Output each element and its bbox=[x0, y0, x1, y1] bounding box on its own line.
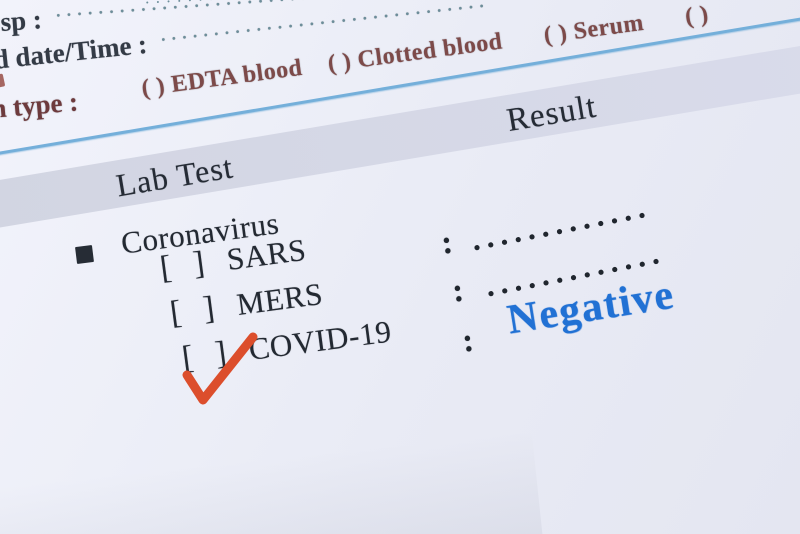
sars-colon: : bbox=[450, 272, 466, 310]
checkmark-stroke bbox=[182, 332, 258, 405]
specimen-type-field-label: n type : bbox=[0, 86, 80, 124]
coronavirus-colon: : bbox=[439, 224, 455, 262]
specimen-option-blank: ( ) bbox=[683, 1, 711, 31]
test-name-mers: MERS bbox=[234, 275, 325, 322]
specimen-option-edta: ( ) EDTA blood bbox=[140, 54, 304, 102]
hosp-field-label: osp : bbox=[0, 4, 43, 38]
specimen-option-serum: ( ) Serum bbox=[542, 9, 646, 49]
specimen-type-field-row: n type : bbox=[0, 86, 79, 124]
paper-shadow bbox=[0, 430, 546, 534]
covid19-colon: : bbox=[460, 322, 476, 360]
sars-checkbox: [ ] bbox=[158, 244, 214, 287]
test-name-covid19: COVID-19 bbox=[246, 313, 394, 367]
checkmark-icon bbox=[182, 332, 258, 405]
square-bullet-icon bbox=[75, 245, 94, 264]
